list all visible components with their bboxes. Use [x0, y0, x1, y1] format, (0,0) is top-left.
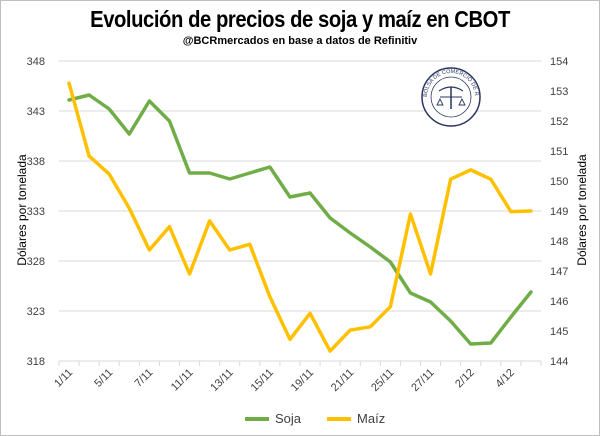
- legend-label-maiz: Maíz: [357, 411, 386, 426]
- right-tick-label: 151: [550, 146, 568, 158]
- series-line-maiz: [67, 81, 533, 353]
- x-tick-label: 5/11: [92, 367, 115, 390]
- right-axis-title: Dólares por tonelada: [575, 154, 589, 266]
- x-tick-label: 21/11: [329, 367, 356, 394]
- right-tick-label: 150: [550, 176, 568, 188]
- left-tick-label: 338: [27, 156, 45, 168]
- right-tick-label: 154: [550, 56, 568, 68]
- x-tick-label: 19/11: [289, 367, 316, 394]
- left-tick-label: 333: [27, 206, 45, 218]
- right-tick-label: 152: [550, 116, 568, 128]
- bcr-logo: BOLSA DE COMERCIO DE ROSARIO: [421, 67, 481, 127]
- x-tick-label: 4/12: [493, 367, 517, 391]
- legend-swatch-maiz: [327, 416, 352, 421]
- left-tick-label: 343: [27, 106, 45, 118]
- left-tick-label: 318: [27, 356, 45, 368]
- left-tick-label: 348: [27, 56, 45, 68]
- right-tick-label: 149: [550, 206, 568, 218]
- right-tick-label: 145: [550, 326, 568, 338]
- series-line-soja: [67, 93, 533, 346]
- x-tick-label: 7/11: [132, 367, 155, 390]
- right-tick-label: 153: [550, 86, 568, 98]
- chart-subtitle: @BCRmercados en base a datos de Refiniti…: [182, 35, 418, 47]
- left-tick-label: 328: [27, 256, 45, 268]
- left-tick-label: 323: [27, 306, 45, 318]
- legend-label-soja: Soja: [275, 411, 302, 426]
- x-tick-label: 2/12: [453, 367, 477, 391]
- x-tick-label: 13/11: [208, 367, 235, 394]
- x-tick-label: 27/11: [409, 367, 436, 394]
- chart-title: Evolución de precios de soja y maíz en C…: [90, 6, 510, 32]
- x-tick-label: 25/11: [369, 367, 396, 394]
- legend-swatch-soja: [245, 416, 269, 421]
- right-tick-label: 148: [550, 236, 568, 248]
- left-axis-title: Dólares por tonelada: [15, 154, 29, 266]
- x-tick-label: 1/11: [52, 367, 75, 390]
- legend: Soja Maíz: [245, 411, 385, 426]
- right-tick-label: 147: [550, 266, 568, 278]
- right-tick-label: 144: [550, 356, 568, 368]
- x-tick-label: 15/11: [249, 367, 276, 394]
- x-tick-label: 11/11: [169, 367, 196, 394]
- right-tick-label: 146: [550, 296, 568, 308]
